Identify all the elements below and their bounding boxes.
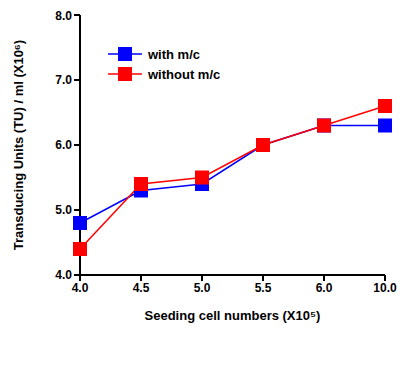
- svg-text:8.0: 8.0: [55, 9, 72, 23]
- svg-text:4.5: 4.5: [133, 281, 150, 295]
- svg-text:5.5: 5.5: [255, 281, 272, 295]
- svg-text:Transducing Units (TU) / ml (X: Transducing Units (TU) / ml (X10⁶): [11, 40, 26, 250]
- svg-text:6.0: 6.0: [316, 281, 333, 295]
- html-text:with m/c: with m/c: [148, 46, 200, 62]
- svg-text:4.0: 4.0: [55, 268, 72, 282]
- svg-text:6.0: 6.0: [55, 138, 72, 152]
- svg-text:4.0: 4.0: [72, 281, 89, 295]
- svg-text:5.0: 5.0: [55, 203, 72, 217]
- svg-text:5.0: 5.0: [194, 281, 211, 295]
- svg-text:7.0: 7.0: [55, 73, 72, 87]
- svg-text:10.0: 10.0: [373, 281, 397, 295]
- html-text:without m/c: without m/c: [148, 66, 221, 82]
- svg-text:Seeding cell numbers (X10⁵): Seeding cell numbers (X10⁵): [145, 308, 321, 323]
